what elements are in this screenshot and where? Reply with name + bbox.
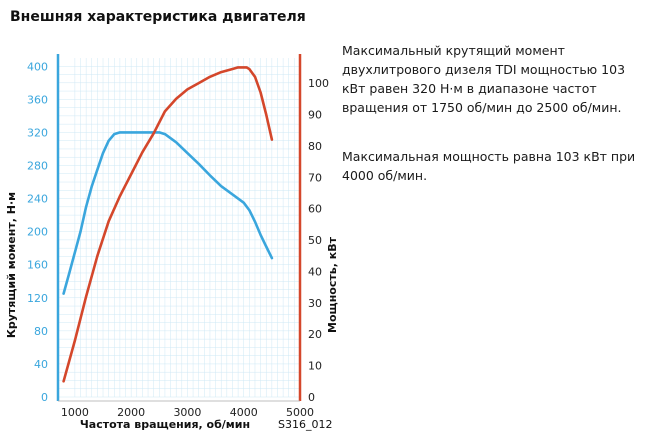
right-tick-label: 10 — [308, 360, 322, 373]
description-power: Максимальная мощность равна 103 кВт при … — [342, 149, 636, 183]
left-tick-label: 320 — [27, 126, 48, 139]
x-axis-label: Частота вращения, об/мин — [80, 418, 250, 431]
description-torque: Максимальный крутящий момент двухлитрово… — [342, 43, 626, 115]
engine-characteristic-chart: 1000 2000 3000 4000 500004080120160200240280… — [5, 54, 339, 431]
right-tick-label: 60 — [308, 203, 322, 216]
left-tick-label: 240 — [27, 193, 48, 206]
left-tick-label: 80 — [34, 325, 48, 338]
right-tick-label: 70 — [308, 171, 322, 184]
x-tick-label: 5000 — [286, 406, 314, 419]
left-tick-label: 40 — [34, 358, 48, 371]
grid — [58, 58, 301, 398]
left-tick-label: 400 — [27, 60, 48, 73]
x-tick-label: 4000 — [230, 406, 258, 419]
x-tick-label: 3000 — [173, 406, 201, 419]
right-tick-label: 30 — [308, 297, 322, 310]
left-tick-label: 360 — [27, 93, 48, 106]
left-axis-label: Крутящий момент, Н·м — [5, 192, 18, 338]
right-tick-label: 90 — [308, 109, 322, 122]
torque-curve — [62, 131, 274, 295]
power-curve — [62, 66, 274, 383]
x-tick-label: 1000 — [61, 406, 89, 419]
x-tick-label: 2000 — [117, 406, 145, 419]
left-tick-label: 0 — [41, 391, 48, 404]
left-tick-label: 200 — [27, 226, 48, 239]
left-tick-label: 120 — [27, 292, 48, 305]
left-tick-label: 160 — [27, 259, 48, 272]
axes — [56, 54, 302, 402]
figure-code: S316_012 — [278, 418, 332, 431]
right-axis-label: Мощность, кВт — [326, 236, 339, 333]
right-tick-label: 0 — [308, 391, 315, 404]
right-tick-label: 50 — [308, 234, 322, 247]
chart-title: Внешняя характеристика двигателя — [10, 9, 306, 25]
left-tick-label: 280 — [27, 159, 48, 172]
right-tick-label: 20 — [308, 328, 322, 341]
right-tick-label: 40 — [308, 265, 322, 278]
series-lines — [62, 66, 274, 383]
right-tick-label: 100 — [308, 77, 329, 90]
tick-labels: 1000 2000 3000 4000 500004080120160200240280… — [27, 60, 329, 419]
right-tick-label: 80 — [308, 140, 322, 153]
